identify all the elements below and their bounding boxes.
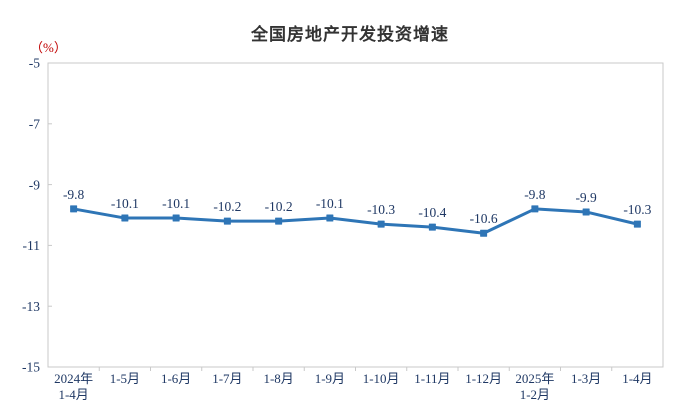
data-series-line xyxy=(72,207,639,235)
x-axis-category-label: 1-3月 xyxy=(571,371,601,386)
data-point-marker xyxy=(121,214,129,222)
data-point-marker xyxy=(326,214,334,222)
data-point-label: -10.1 xyxy=(162,196,190,211)
y-axis: -5 -7 -9 -11 -13 -15 xyxy=(22,56,52,375)
x-axis-category-label: 1-11月 xyxy=(414,371,450,386)
data-point-label: -10.4 xyxy=(418,205,446,220)
x-axis-category-label: 1-4月 xyxy=(58,387,88,402)
data-point-label: -10.3 xyxy=(623,202,651,217)
y-axis-tick-label: -15 xyxy=(22,360,40,375)
y-axis-tick-label: -9 xyxy=(29,177,40,192)
data-point-marker xyxy=(223,217,231,225)
data-point-label: -10.3 xyxy=(367,202,395,217)
x-axis-category-label: 1-2月 xyxy=(520,387,550,402)
data-point-label: -10.2 xyxy=(265,199,293,214)
x-axis-category-label: 1-9月 xyxy=(315,371,345,386)
data-point-marker xyxy=(275,217,283,225)
data-point-marker xyxy=(531,205,539,213)
x-axis-category-label: 1-8月 xyxy=(263,371,293,386)
data-point-label: -10.2 xyxy=(213,199,241,214)
data-point-label: -9.8 xyxy=(63,187,85,202)
x-axis-category-label: 1-7月 xyxy=(212,371,242,386)
chart-title: 全国房地产开发投资增速 xyxy=(251,25,449,45)
data-point-marker xyxy=(582,208,590,216)
x-axis-category-label: 2024年 xyxy=(54,371,93,386)
x-axis-category-label: 1-12月 xyxy=(465,371,502,386)
y-axis-tick-label: -5 xyxy=(29,56,40,71)
data-point-label: -10.1 xyxy=(316,196,344,211)
data-point-label: -9.9 xyxy=(575,190,597,205)
data-point-label: -9.8 xyxy=(524,187,546,202)
data-point-label: -10.1 xyxy=(111,196,139,211)
x-axis-ticks xyxy=(98,367,613,371)
data-point-marker xyxy=(428,223,436,231)
y-axis-tick-label: -7 xyxy=(29,117,40,132)
data-point-marker xyxy=(172,214,180,222)
y-axis-tick-label: -13 xyxy=(22,299,40,314)
plot-border xyxy=(47,62,664,368)
data-point-marker xyxy=(633,220,641,228)
data-point-marker xyxy=(377,220,385,228)
x-axis-category-label: 1-4月 xyxy=(622,371,652,386)
y-axis-tick-label: -11 xyxy=(23,238,41,253)
y-axis-unit-label: （%） xyxy=(30,40,67,55)
data-point-label: -10.6 xyxy=(470,211,498,226)
x-axis-category-label: 1-6月 xyxy=(161,371,191,386)
x-axis-category-label: 2025年 xyxy=(515,371,554,386)
data-points: -9.8 -10.1 -10.1 -10.2 -10.2 -10.1 -10.3 -10.4 -… xyxy=(63,187,652,237)
data-point-marker xyxy=(480,229,488,237)
data-point-marker xyxy=(70,205,78,213)
x-axis-category-label: 1-5月 xyxy=(110,371,140,386)
x-axis-category-label: 1-10月 xyxy=(363,371,400,386)
